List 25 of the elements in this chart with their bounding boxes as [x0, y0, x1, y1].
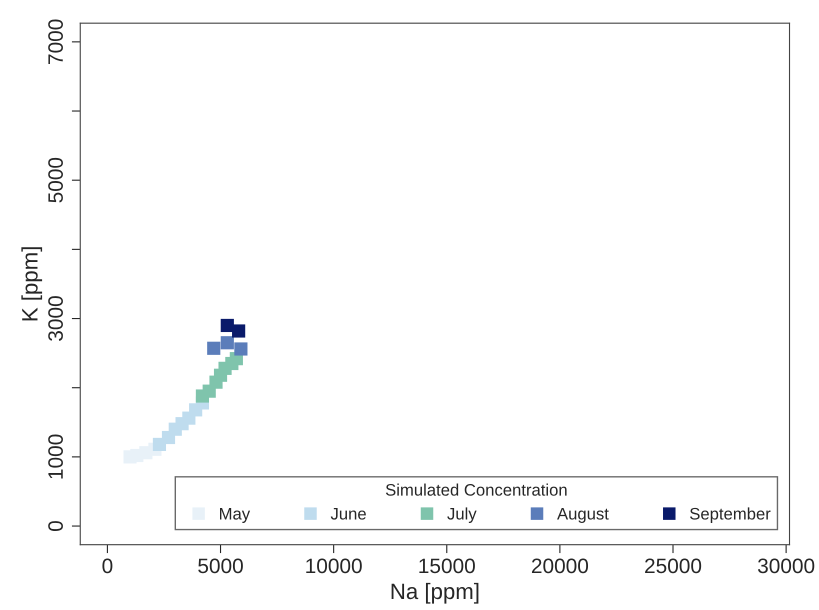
legend-label: July — [447, 507, 477, 523]
x-tick-label: 5000 — [198, 558, 243, 574]
x-tick-label: 15000 — [419, 558, 475, 574]
x-tick-label: 30000 — [758, 558, 814, 574]
y-tick-label: 0 — [48, 521, 63, 532]
point — [220, 336, 234, 350]
point — [232, 324, 246, 338]
y-tick-label: 5000 — [48, 158, 63, 203]
y-tick-label: 1000 — [48, 434, 63, 478]
x-tick-label: 10000 — [306, 558, 362, 574]
legend-label: August — [557, 508, 609, 523]
point — [234, 342, 248, 356]
y-tick-label: 7000 — [48, 19, 63, 64]
point — [220, 318, 234, 332]
x-axis-title: Na [ppm] — [392, 582, 478, 604]
legend-label: May — [220, 508, 250, 523]
legend-title: Simulated Concentration — [386, 484, 567, 496]
point — [207, 342, 220, 355]
legend-label: June — [330, 508, 366, 520]
legend-label: September — [690, 507, 771, 523]
y-tick-label: 3000 — [48, 296, 63, 341]
y-axis-title: K [ppm] — [21, 247, 42, 320]
x-tick-label: 25000 — [645, 558, 702, 574]
x-tick-label: 0 — [102, 558, 112, 574]
x-tick-label: 20000 — [532, 558, 588, 574]
